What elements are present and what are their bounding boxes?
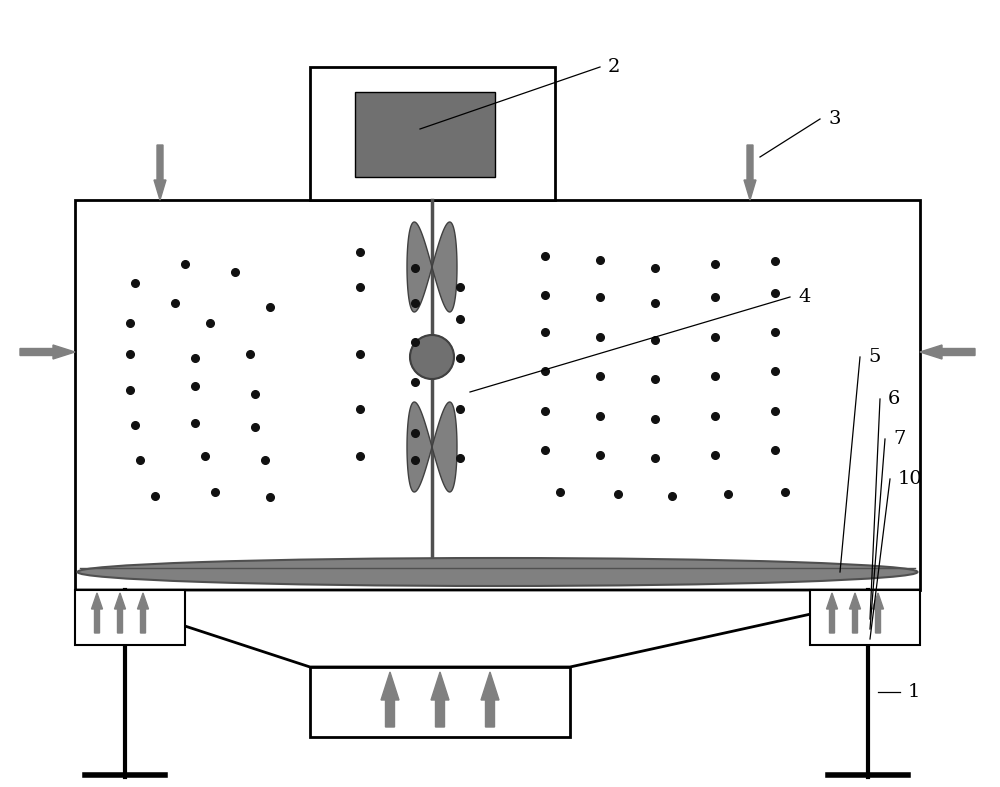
Bar: [355, 92, 495, 177]
Text: 4: 4: [798, 288, 810, 306]
FancyArrow shape: [850, 593, 860, 633]
Polygon shape: [407, 402, 457, 492]
Bar: [310, 67, 555, 200]
Text: 6: 6: [888, 390, 900, 408]
FancyArrow shape: [381, 672, 399, 727]
Polygon shape: [75, 590, 920, 667]
Text: 10: 10: [898, 470, 923, 488]
Text: 5: 5: [868, 348, 880, 366]
FancyArrow shape: [920, 345, 975, 359]
Bar: [75, 200, 920, 590]
Text: 1: 1: [908, 683, 920, 701]
Polygon shape: [407, 222, 457, 312]
FancyArrow shape: [115, 593, 126, 633]
Bar: [310, 667, 570, 737]
FancyArrow shape: [92, 593, 103, 633]
FancyArrow shape: [154, 145, 166, 200]
Text: 3: 3: [828, 110, 840, 128]
Text: 7: 7: [893, 430, 905, 448]
FancyArrow shape: [20, 345, 75, 359]
FancyArrow shape: [138, 593, 149, 633]
Bar: [810, 590, 920, 645]
Bar: [75, 590, 185, 645]
FancyArrow shape: [481, 672, 499, 727]
FancyArrow shape: [744, 145, 756, 200]
Text: 2: 2: [608, 58, 620, 76]
FancyArrow shape: [431, 672, 449, 727]
Ellipse shape: [78, 558, 918, 586]
Circle shape: [410, 335, 454, 379]
FancyArrow shape: [872, 593, 884, 633]
FancyArrow shape: [826, 593, 838, 633]
